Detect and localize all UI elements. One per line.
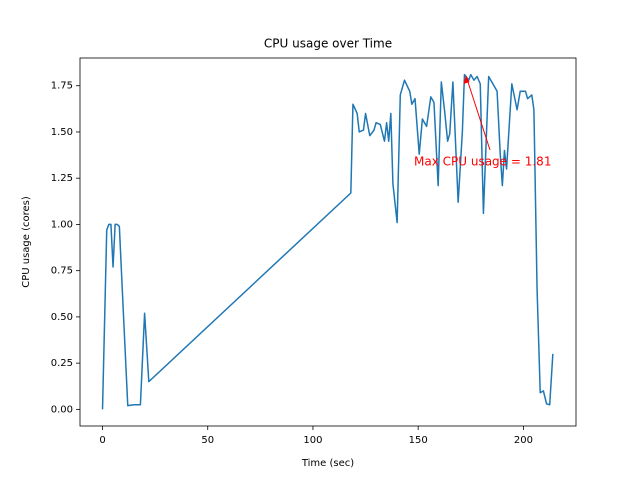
x-tick-label: 0 [99, 435, 105, 446]
y-tick-label: 0.75 [51, 266, 73, 277]
x-tick-label: 50 [201, 435, 214, 446]
annotation-arrowhead [463, 75, 470, 84]
plot-frame [79, 57, 577, 427]
y-axis-label: CPU usage (cores) [21, 196, 32, 288]
annotation-arrow [466, 78, 491, 151]
x-tick-label: 100 [303, 435, 322, 446]
chart-title: CPU usage over Time [264, 37, 392, 51]
x-axis-label: Time (sec) [301, 458, 354, 469]
y-tick-label: 1.00 [51, 219, 73, 230]
y-tick-label: 0.25 [51, 358, 73, 369]
y-tick-label: 1.25 [51, 173, 73, 184]
y-tick-label: 0.00 [51, 404, 73, 415]
y-tick-label: 1.50 [51, 127, 73, 138]
x-tick-label: 150 [409, 435, 428, 446]
y-tick-label: 0.50 [51, 312, 73, 323]
data-line [101, 73, 554, 410]
annotation-text: Max CPU usage = 1.81 [414, 155, 551, 169]
x-tick-label: 200 [514, 435, 533, 446]
y-tick-label: 1.75 [51, 81, 73, 92]
